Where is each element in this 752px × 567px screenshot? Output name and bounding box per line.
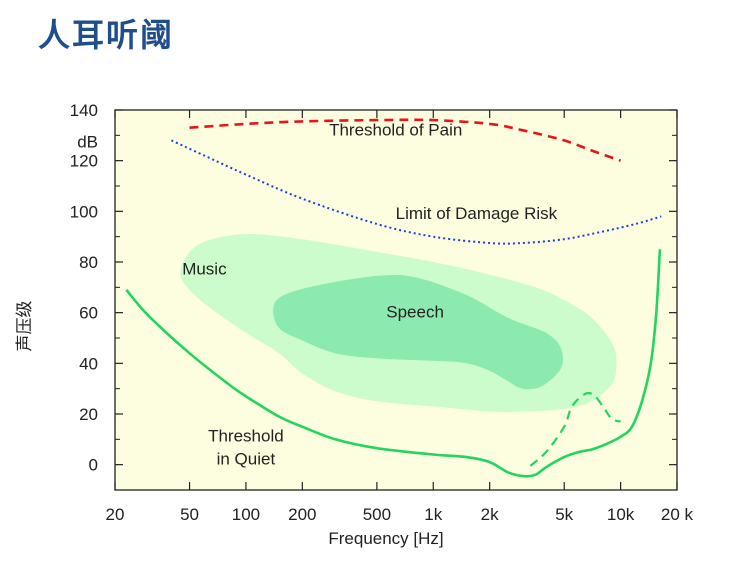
x-tick-label: 500 (363, 505, 391, 524)
x-tick-label: 5k (555, 505, 573, 524)
y-tick-label: 20 (79, 405, 98, 424)
y-axis-unit: dB (77, 132, 98, 151)
y-tick-label: 120 (70, 152, 98, 171)
x-tick-label: 100 (232, 505, 260, 524)
x-tick-label: 10k (607, 505, 635, 524)
region-label-music: Music (182, 260, 227, 279)
y-tick-label: 140 (70, 101, 98, 120)
x-axis-title: Frequency [Hz] (328, 529, 443, 548)
y-axis-title: 声压级 (15, 301, 34, 352)
x-tick-label: 20 k (661, 505, 694, 524)
series-threshold-of-pain (189, 118, 622, 162)
y-tick-label: 80 (79, 253, 98, 272)
page-title: 人耳听阈 (38, 16, 175, 54)
plot-frame (114, 109, 678, 491)
series-label-threshold-in-quiet: Threshold in Quiet (208, 426, 284, 468)
series-label-limit-of-damage-risk: Limit of Damage Risk (396, 204, 558, 223)
x-tick-label: 2k (481, 505, 499, 524)
x-tick-label: 200 (288, 505, 316, 524)
y-tick-label: 100 (70, 202, 98, 221)
y-tick-label: 0 (89, 456, 98, 475)
y-tick-label: 40 (79, 354, 98, 373)
x-tick-label: 50 (180, 505, 199, 524)
series-limit-of-damage-risk (170, 139, 662, 245)
series-threshold-in-quiet-variant (529, 391, 621, 467)
x-tick-label: 1k (424, 505, 442, 524)
region-label-speech: Speech (386, 303, 444, 322)
region-speech (273, 274, 564, 390)
x-tick-label: 20 (106, 505, 125, 524)
series-threshold-in-quiet (125, 249, 662, 478)
label-line-2: in Quiet (217, 449, 276, 468)
y-tick-label: 60 (79, 304, 98, 323)
series-label-threshold-of-pain: Threshold of Pain (329, 120, 462, 139)
label-line-1: Threshold (208, 426, 284, 445)
